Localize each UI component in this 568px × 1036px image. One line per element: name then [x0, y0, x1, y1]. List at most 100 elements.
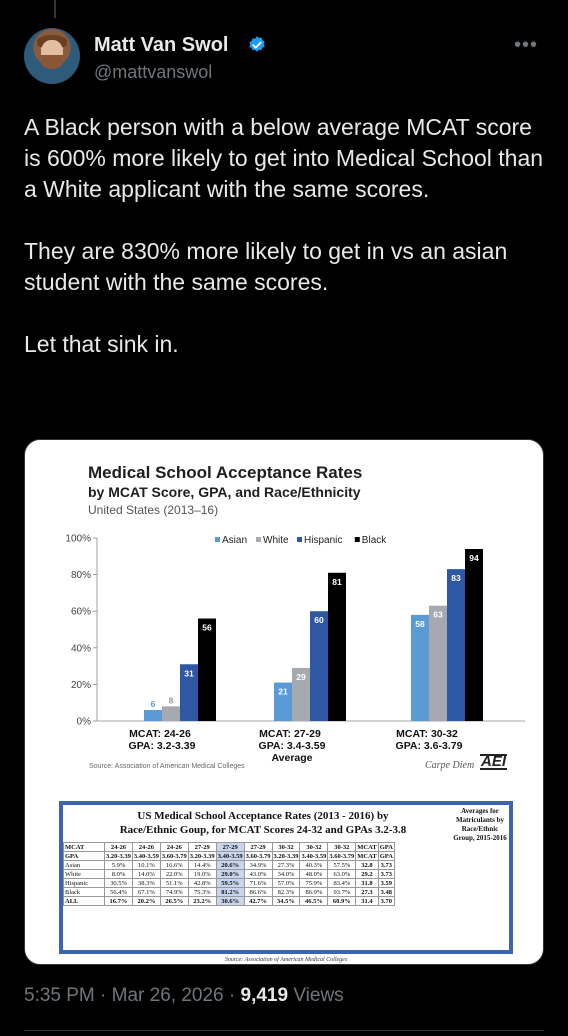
- legend-label: Black: [362, 535, 387, 546]
- x-category-label-line1: MCAT: 30-32: [396, 728, 458, 740]
- x-category-label-line2: GPA: 3.4-3.59: [259, 740, 326, 752]
- table-cell: 34.5%: [271, 896, 301, 906]
- table-cell: 3.20-3.39: [104, 851, 133, 861]
- tweet-date[interactable]: Mar 26, 2026: [111, 985, 224, 1006]
- table-cell: 23.2%: [187, 896, 217, 906]
- table-cell: 14.0%: [131, 869, 161, 879]
- table-cell: 27.3: [355, 887, 379, 897]
- table-cell: 30-32: [327, 842, 357, 852]
- table-cell: 3.20-3.39: [187, 851, 217, 861]
- table-cell: 42.8%: [187, 878, 217, 888]
- bar-chart: 0% 20% 40% 60% 80% 100% Asian White Hispanic Blac…: [65, 534, 525, 764]
- carpe-diem-credit: Carpe Diem: [425, 760, 475, 771]
- table-cell: 38.3%: [131, 878, 161, 888]
- table-cell: 3.40-3.59: [299, 851, 329, 861]
- more-options-icon[interactable]: •••: [513, 34, 538, 56]
- bar: [180, 664, 198, 721]
- bar-value-label: 21: [278, 687, 288, 697]
- bar-value-label: 81: [332, 577, 342, 587]
- table-cell: 67.1%: [131, 887, 161, 897]
- table-cell: 56.4%: [104, 887, 133, 897]
- table-cell: 3.60-3.79: [243, 851, 273, 861]
- legend-label: Hispanic: [304, 535, 342, 546]
- bar: [198, 618, 216, 721]
- y-tick-label: 20%: [71, 680, 91, 691]
- bar: [144, 710, 162, 721]
- meta-separator: ·: [228, 985, 236, 1006]
- y-tick-label: 80%: [71, 570, 91, 581]
- author-name[interactable]: Matt Van Swol: [94, 34, 229, 56]
- table-cell: 20.2%: [131, 896, 161, 906]
- table-cell: 86.6%: [243, 887, 273, 897]
- table-cell: 3.40-3.59: [131, 851, 161, 861]
- table-cell: 30-32: [271, 842, 301, 852]
- legend-swatch: [297, 537, 302, 542]
- tweet-text: A Black person with a below average MCAT…: [24, 114, 544, 357]
- bar: [465, 548, 483, 721]
- table-cell: 34.9%: [243, 860, 273, 870]
- legend-swatch: [215, 537, 220, 542]
- table-cell: 83.4%: [327, 878, 357, 888]
- bar-value-label: 94: [469, 553, 479, 563]
- x-category-label-line1: MCAT: 27-29: [259, 728, 321, 740]
- x-category-label-line1: MCAT: 24-26: [129, 728, 191, 740]
- bar-value-label: 31: [184, 668, 194, 678]
- table-cell: 63.0%: [327, 869, 357, 879]
- bar-value-label: 56: [202, 623, 212, 633]
- author-handle[interactable]: @mattvanswol: [94, 62, 213, 82]
- table-row-label: GPA: [63, 851, 105, 861]
- y-tick-label: 60%: [71, 607, 91, 618]
- acceptance-table-frame: US Medical School Acceptance Rates (2013…: [59, 801, 513, 963]
- y-tick-label: 100%: [65, 534, 91, 545]
- table-cell: 3.73: [377, 869, 395, 879]
- table-cell: 10.1%: [131, 860, 161, 870]
- avatar[interactable]: [24, 28, 80, 84]
- table-cell: 16.7%: [104, 896, 133, 906]
- tweet-meta: 5:35 PM · Mar 26, 2026 · 9,419 Views: [24, 985, 344, 1007]
- table-row-label: Black: [63, 887, 105, 897]
- table-cell: MCAT: [355, 851, 379, 861]
- acceptance-table: US Medical School Acceptance Rates (2013…: [63, 805, 509, 963]
- avatar-beard: [41, 55, 63, 69]
- legend-swatch: [354, 537, 360, 542]
- table-cell: 82.3%: [271, 887, 301, 897]
- table-cell: 3.48: [377, 887, 395, 897]
- table-cell: 74.9%: [159, 887, 189, 897]
- table-cell: 71.6%: [243, 878, 273, 888]
- table-cell: 24-26: [159, 842, 189, 852]
- tweet-time[interactable]: 5:35 PM: [24, 985, 95, 1006]
- table-cell: 51.1%: [159, 878, 189, 888]
- table-row: Asian 5.9% 10.1% 16.6% 14.4% 20.6% 34.9% 27.3% 4…: [63, 860, 395, 870]
- attached-image[interactable]: Medical School Acceptance Rates by MCAT …: [24, 439, 544, 965]
- table-cell: 5.9%: [104, 860, 133, 870]
- table-row: GPA 3.20-3.39 3.40-3.59 3.60-3.79 3.20-3.39 3…: [63, 851, 395, 861]
- table-cell: 43.0%: [243, 869, 273, 879]
- y-tick-label: 40%: [71, 643, 91, 654]
- table-row-label: ALL: [63, 896, 105, 906]
- table-cell: 31.4: [355, 896, 379, 906]
- average-label: Average: [271, 752, 312, 764]
- table-cell: 3.60-3.79: [159, 851, 189, 861]
- table-cell: 48.0%: [299, 869, 329, 879]
- table-title-line2: Race/Ethnic Goup, for MCAT Scores 24-32 …: [119, 824, 407, 836]
- chart-title: Medical School Acceptance Rates: [88, 463, 363, 482]
- table-cell: 3.60-3.79: [327, 851, 357, 861]
- table-cell: 42.7%: [243, 896, 273, 906]
- table-cell: 3.73: [377, 860, 395, 870]
- table-cell: 8.0%: [104, 869, 133, 879]
- table-cell: 3.70: [377, 896, 395, 906]
- table-cell: 14.4%: [187, 860, 217, 870]
- bar: [292, 667, 310, 721]
- table-row-label: Hispanic: [63, 878, 105, 888]
- bar-value-label: 8: [169, 695, 174, 705]
- x-category-label-line2: GPA: 3.2-3.39: [129, 740, 196, 752]
- table-row: Hispanic 30.5% 38.3% 51.1% 42.8% 59.5% 71.6% 57…: [63, 878, 395, 888]
- verified-badge-icon: [249, 36, 265, 52]
- table-cell: 30.6%: [215, 896, 245, 906]
- table-row: ALL 16.7% 20.2% 26.5% 23.2% 30.6% 42.7% 34.5% 46…: [63, 896, 395, 906]
- table-cell: 32.8: [355, 860, 379, 870]
- table-cell: GPA: [377, 851, 395, 861]
- views-label: Views: [293, 985, 344, 1006]
- meta-separator: ·: [100, 985, 107, 1006]
- table-row: MCAT 24-26 24-26 24-26 27-29 27-29 27-29 30-32 3…: [63, 842, 395, 852]
